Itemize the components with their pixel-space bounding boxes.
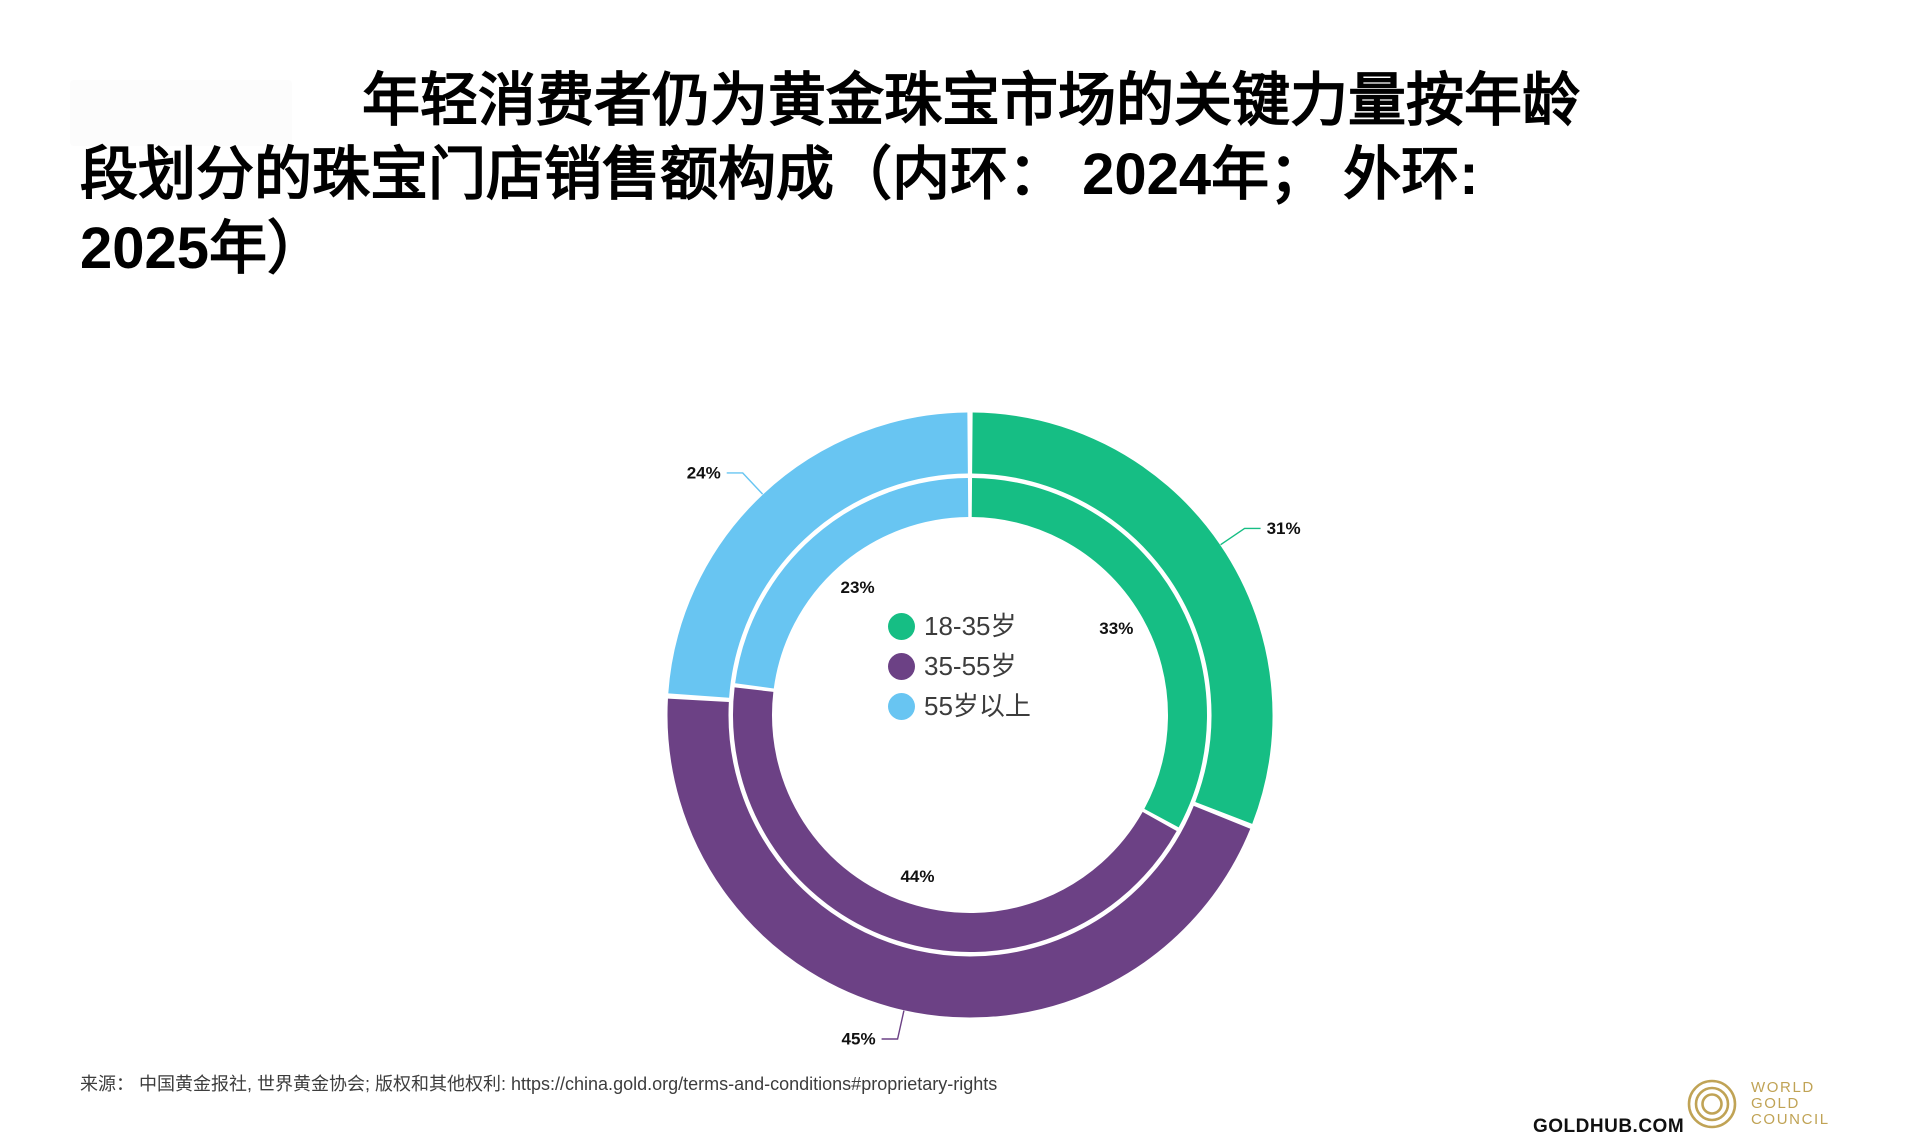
label-leader-line xyxy=(1220,527,1261,546)
inner-ring-label: 44% xyxy=(900,867,934,886)
wgc-logo: WORLD GOLD COUNCIL xyxy=(1686,1078,1830,1130)
wgc-word-gold: GOLD xyxy=(1751,1095,1800,1112)
legend-label: 55岁以上 xyxy=(924,691,1031,721)
outer-ring-label: 31% xyxy=(1267,519,1301,538)
segment-outer-35-55岁 xyxy=(667,698,1251,1018)
page-title: 年轻消费者仍为黄金珠宝市场的关键力量按年龄 段划分的珠宝门店销售额构成（内环： … xyxy=(80,64,1580,286)
wgc-wordmark: WORLD GOLD COUNCIL xyxy=(1751,1080,1830,1128)
label-leader-line xyxy=(881,1010,905,1040)
legend-item: 35-55岁 xyxy=(888,652,1031,681)
inner-ring-label: 23% xyxy=(841,578,875,597)
legend-item: 18-35岁 xyxy=(888,612,1031,641)
label-leader-line xyxy=(726,472,764,495)
legend-dot-icon xyxy=(888,653,915,680)
legend-dot-icon xyxy=(888,693,915,720)
segment-outer-18-35岁 xyxy=(971,412,1273,824)
wgc-word-council: COUNCIL xyxy=(1751,1111,1830,1128)
wgc-word-world: WORLD xyxy=(1751,1079,1815,1096)
legend-label: 18-35岁 xyxy=(924,611,1017,641)
source-note: 来源： 中国黄金报社, 世界黄金协会; 版权和其他权利: https://chi… xyxy=(80,1074,998,1094)
title-line-3: 2025年） xyxy=(80,216,326,281)
legend-label: 35-55岁 xyxy=(924,651,1017,681)
redacted-block xyxy=(70,80,292,146)
outer-ring-label: 24% xyxy=(687,463,721,482)
goldhub-wordmark: GOLDHUB.COM xyxy=(1533,1116,1685,1137)
inner-ring-label: 33% xyxy=(1099,619,1133,638)
segment-inner-35-55岁 xyxy=(733,687,1177,953)
title-line-1: 年轻消费者仍为黄金珠宝市场的关键力量按年龄 xyxy=(362,68,1581,133)
title-line-2: 段划分的珠宝门店销售额构成（内环： 2024年； 外环: xyxy=(80,142,1479,207)
wgc-rings-icon xyxy=(1687,1079,1737,1129)
legend-item: 55岁以上 xyxy=(888,692,1031,721)
legend-dot-icon xyxy=(888,613,915,640)
chart-legend: 18-35岁 35-55岁 55岁以上 xyxy=(888,612,1031,721)
segment-outer-55岁以上 xyxy=(668,412,969,699)
outer-ring-label: 45% xyxy=(842,1030,876,1049)
segment-inner-55岁以上 xyxy=(735,478,969,689)
segment-inner-18-35岁 xyxy=(971,478,1207,828)
